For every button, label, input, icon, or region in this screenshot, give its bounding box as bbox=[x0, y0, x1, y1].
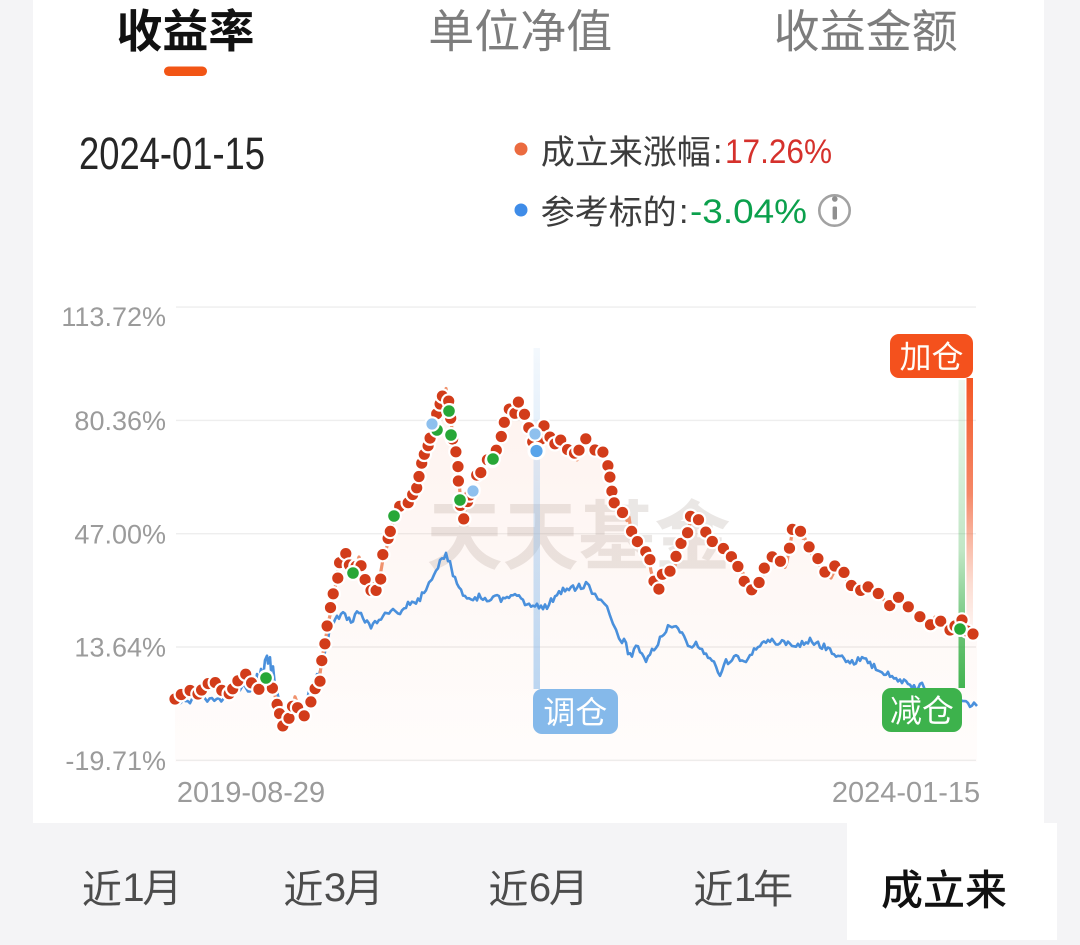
svg-text:47.00%: 47.00% bbox=[74, 519, 166, 549]
svg-text:2024-01-15: 2024-01-15 bbox=[79, 128, 265, 179]
svg-text:13.64%: 13.64% bbox=[74, 633, 166, 663]
svg-text:113.72%: 113.72% bbox=[61, 302, 166, 332]
svg-text:-3.04%: -3.04% bbox=[690, 193, 807, 231]
svg-text::: : bbox=[679, 193, 688, 231]
svg-text:-19.71%: -19.71% bbox=[65, 746, 166, 776]
svg-text:80.36%: 80.36% bbox=[74, 406, 166, 436]
svg-text:17.26%: 17.26% bbox=[725, 133, 832, 171]
svg-text:2019-08-29: 2019-08-29 bbox=[177, 777, 325, 809]
svg-text:6: 6 bbox=[529, 866, 551, 910]
svg-text:1: 1 bbox=[734, 866, 756, 910]
svg-text:3: 3 bbox=[324, 866, 346, 910]
svg-text:1: 1 bbox=[122, 866, 144, 910]
svg-text::: : bbox=[713, 133, 722, 171]
svg-text:2024-01-15: 2024-01-15 bbox=[832, 777, 980, 809]
